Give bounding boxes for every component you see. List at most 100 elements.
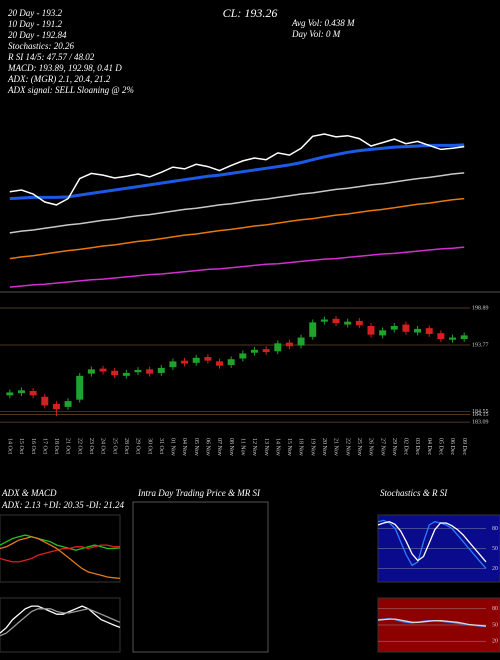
candle-body: [76, 375, 84, 400]
date-label: 11 Nov: [239, 438, 245, 456]
candle-body: [6, 392, 14, 396]
date-label: 15 Oct: [18, 438, 24, 454]
date-label: 05 Nov: [193, 438, 199, 456]
indicator-note: MACD: 193.89, 192.98, 0.41 D: [7, 63, 122, 73]
y-tick-label: 50: [492, 622, 498, 628]
date-label: 24 Oct: [100, 438, 106, 454]
indicator-note: Stochastics: 20.26: [8, 41, 74, 51]
date-label: 08 Nov: [228, 438, 234, 456]
indicator-note: ADX signal: SELL Sloaning @ 2%: [7, 85, 134, 95]
indicator-line: [0, 544, 121, 563]
candle-body: [111, 370, 119, 376]
candle-body: [134, 370, 142, 373]
indicator-line: [0, 536, 121, 580]
date-label: 30 Oct: [146, 438, 152, 454]
date-label: 29 Oct: [135, 438, 141, 454]
candle-body: [87, 369, 95, 374]
candle-body: [239, 353, 247, 359]
price-level-label: 183.09: [472, 420, 489, 426]
indicator-line: [377, 521, 487, 563]
panel-title: Stochastics & R SI: [380, 488, 448, 498]
candle-body: [204, 357, 212, 361]
price-level-label: 184.55: [472, 409, 489, 415]
close-label: CL: 193.26: [223, 6, 278, 20]
date-label: 06 Dec: [449, 438, 455, 455]
date-label: 16 Oct: [30, 438, 36, 454]
date-label: 04 Dec: [426, 438, 432, 455]
candle-body: [274, 343, 282, 352]
candle-body: [402, 324, 410, 332]
candle-body: [390, 326, 398, 330]
candle-body: [414, 328, 422, 333]
date-label: 18 Oct: [53, 438, 59, 454]
candle-body: [227, 359, 235, 365]
panel-title: Intra Day Trading Price & MR SI: [137, 488, 261, 498]
price-level-label: 184.15: [472, 412, 489, 418]
indicator-note: 20 Day - 192.84: [8, 30, 67, 40]
date-label: 03 Dec: [414, 438, 420, 455]
indicator-note: R SI 14/5: 47.57 / 48.02: [7, 52, 95, 62]
indicator-line: [377, 519, 487, 569]
candle-body: [169, 361, 177, 368]
indicator-line: [0, 605, 121, 634]
date-label: 01 Nov: [170, 438, 176, 456]
candle-body: [52, 404, 60, 410]
date-label: 25 Oct: [111, 438, 117, 454]
panel-background: [0, 597, 121, 653]
date-label: 21 Nov: [333, 438, 339, 456]
candle-body: [425, 328, 433, 334]
candle-body: [460, 335, 468, 339]
candle-body: [344, 321, 352, 325]
date-label: 13 Nov: [263, 438, 269, 456]
candle-body: [250, 349, 258, 353]
date-label: 22 Nov: [344, 438, 350, 456]
indicator-note: 20 Day - 193.2: [8, 8, 62, 18]
candle-body: [355, 320, 363, 326]
date-label: 09 Dec: [461, 438, 467, 455]
date-label: 22 Oct: [76, 438, 82, 454]
candle-body: [216, 361, 224, 366]
candle-body: [192, 357, 200, 363]
date-label: 12 Nov: [251, 438, 257, 456]
candle-body: [449, 337, 457, 340]
candle-body: [379, 330, 387, 336]
date-label: 21 Oct: [65, 438, 71, 454]
y-tick-label: 20: [492, 639, 498, 645]
candle-body: [437, 333, 445, 339]
volume-note: Day Vol: 0 M: [291, 29, 341, 39]
moving-average: [9, 246, 465, 288]
y-tick-label: 80: [492, 526, 498, 532]
panel-subtitle: ADX: 2.13 +DI: 20.35 -DI: 21.24: [1, 500, 125, 510]
indicator-note: 10 Day - 191.2: [8, 19, 62, 29]
date-label: 05 Dec: [438, 438, 444, 455]
candle-body: [285, 342, 293, 347]
indicator-line: [0, 608, 121, 637]
price-line: [9, 133, 465, 206]
intraday-box: [132, 501, 269, 653]
candle-body: [157, 367, 165, 373]
indicator-note: ADX: (MGR) 2.1, 20.4, 21.2: [7, 74, 111, 84]
candle-body: [29, 391, 37, 396]
date-label: 19 Nov: [309, 438, 315, 456]
panel-title: ADX & MACD: [1, 488, 57, 498]
date-label: 14 Nov: [274, 438, 280, 456]
panel-background: [0, 514, 121, 583]
candle-body: [64, 401, 72, 407]
candle-body: [297, 337, 305, 346]
moving-average: [9, 143, 465, 201]
price-level-label: 198.89: [472, 305, 489, 311]
moving-average: [9, 172, 465, 234]
candle-body: [146, 369, 154, 374]
date-label: 14 Oct: [6, 438, 12, 454]
indicator-line: [0, 534, 121, 551]
date-label: 27 Nov: [379, 438, 385, 456]
candle-body: [122, 372, 130, 376]
price-level-label: 193.77: [472, 342, 489, 348]
date-label: 26 Nov: [368, 438, 374, 456]
date-label: 18 Nov: [298, 438, 304, 456]
y-tick-label: 20: [492, 566, 498, 572]
date-label: 15 Nov: [286, 438, 292, 456]
indicator-line: [377, 618, 487, 627]
y-tick-label: 80: [492, 606, 498, 612]
